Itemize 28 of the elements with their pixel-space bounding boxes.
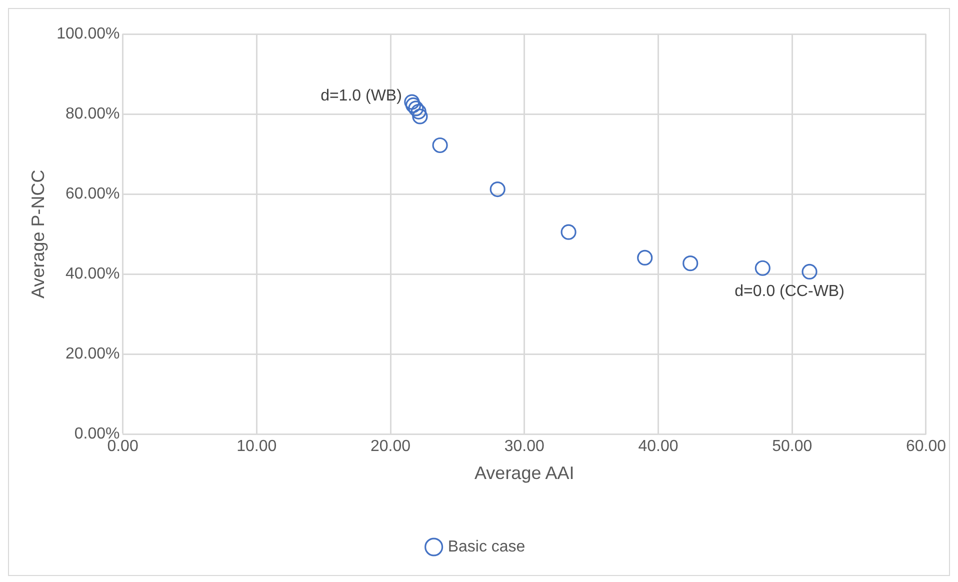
point <box>404 94 420 110</box>
point <box>560 224 576 240</box>
y-tick-label: 40.00% <box>66 266 120 283</box>
point <box>682 256 698 272</box>
point <box>490 181 506 198</box>
point <box>637 250 653 266</box>
x-tick-label: 40.00 <box>638 438 678 456</box>
point <box>408 100 424 116</box>
point <box>432 137 448 154</box>
point <box>412 108 428 124</box>
x-tick-label: 30.00 <box>504 438 544 456</box>
x-tick-label: 50.00 <box>772 438 812 456</box>
y-tick-label: 20.00% <box>66 346 120 363</box>
y-tick-label: 80.00% <box>66 105 120 122</box>
point <box>802 264 818 280</box>
legend-label: Basic case <box>448 538 526 556</box>
y-tick-label: 100.00% <box>56 25 120 42</box>
point <box>410 104 426 120</box>
annotation: d=1.0 (WB) <box>320 87 402 104</box>
x-tick-label: 10.00 <box>236 438 277 456</box>
y-tick-label: 60.00% <box>66 185 120 202</box>
x-tick-label: 60.00 <box>906 438 946 456</box>
point <box>754 260 770 276</box>
point <box>405 97 422 114</box>
y-axis-title: Average P-NCC <box>28 170 48 298</box>
x-axis-title: Average AAI <box>474 463 574 484</box>
annotation: d=0.0 (CC-WB) <box>734 283 844 300</box>
x-tick-label: 20.00 <box>370 438 411 456</box>
